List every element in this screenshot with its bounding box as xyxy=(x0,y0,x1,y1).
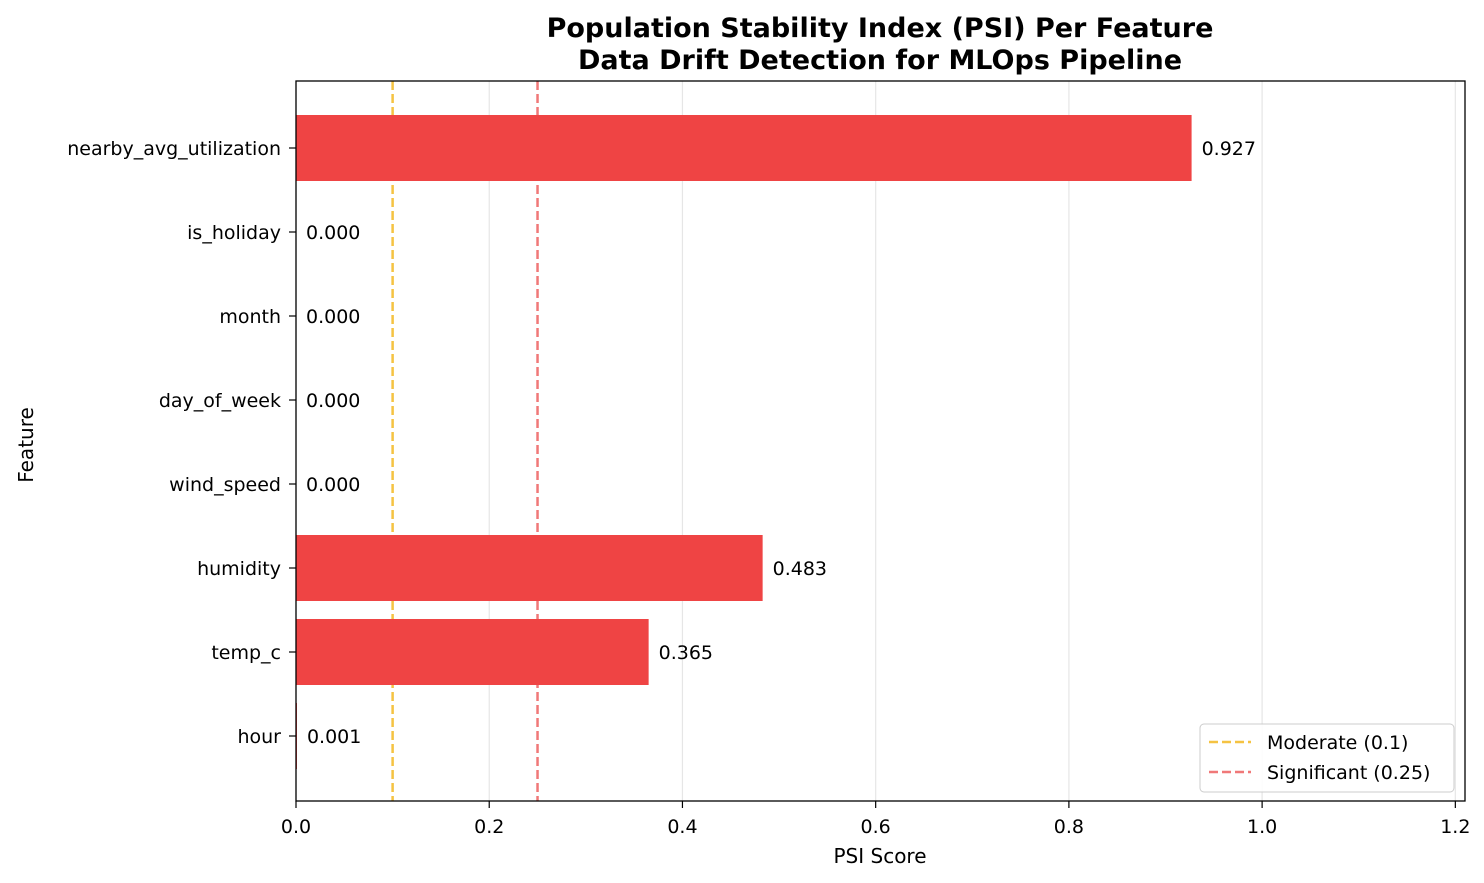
x-gridlines xyxy=(295,81,1456,801)
plot-frame xyxy=(295,80,1466,802)
x-tick-label: 0.4 xyxy=(667,816,697,838)
legend-moderate-label: Moderate (0.1) xyxy=(1267,732,1408,754)
y-tick-label-temp_c: temp_c xyxy=(211,642,281,664)
x-axis-ticks: 0.0 0.2 0.4 0.6 0.8 1.0 1.2 xyxy=(281,801,1470,838)
y-tick-label-day_of_week: day_of_week xyxy=(159,390,281,412)
value-label-nearby_avg_utilization: 0.927 xyxy=(1202,138,1256,160)
value-label-temp_c: 0.365 xyxy=(659,642,713,664)
value-label-wind_speed: 0.000 xyxy=(306,474,360,496)
value-label-month: 0.000 xyxy=(306,306,360,328)
value-label-humidity: 0.483 xyxy=(773,558,827,580)
x-tick-label: 0.0 xyxy=(281,816,311,838)
y-axis-label: Feature xyxy=(14,407,38,483)
legend: Moderate (0.1) Significant (0.25) xyxy=(1199,723,1455,793)
chart-title: Population Stability Index (PSI) Per Fea… xyxy=(547,13,1214,44)
value-label-hour: 0.001 xyxy=(307,726,361,748)
x-tick-label: 0.2 xyxy=(474,816,504,838)
bar-temp_c xyxy=(296,619,649,685)
legend-significant-label: Significant (0.25) xyxy=(1267,762,1430,784)
y-tick-label-month: month xyxy=(219,306,281,328)
x-tick-label: 1.2 xyxy=(1440,816,1470,838)
x-tick-label: 1.0 xyxy=(1247,816,1277,838)
bars xyxy=(296,115,1192,769)
y-tick-label-is_holiday: is_holiday xyxy=(187,222,281,244)
threshold-lines xyxy=(391,81,539,801)
value-label-day_of_week: 0.000 xyxy=(306,390,360,412)
bar-humidity xyxy=(296,535,763,601)
chart-subtitle: Data Drift Detection for MLOps Pipeline xyxy=(578,45,1182,76)
y-tick-label-wind_speed: wind_speed xyxy=(169,474,281,496)
y-tick-label-humidity: humidity xyxy=(197,558,281,580)
bar-nearby_avg_utilization xyxy=(296,115,1192,181)
y-tick-label-nearby_avg_utilization: nearby_avg_utilization xyxy=(67,138,281,160)
y-tick-label-hour: hour xyxy=(237,726,281,748)
value-labels: 0.927 0.000 0.000 0.000 0.000 0.483 0.365 0.001 xyxy=(306,138,1256,748)
value-label-is_holiday: 0.000 xyxy=(306,222,360,244)
x-tick-label: 0.6 xyxy=(861,816,891,838)
x-tick-label: 0.8 xyxy=(1054,816,1084,838)
x-axis-label: PSI Score xyxy=(833,844,926,868)
legend-box xyxy=(1199,723,1455,793)
